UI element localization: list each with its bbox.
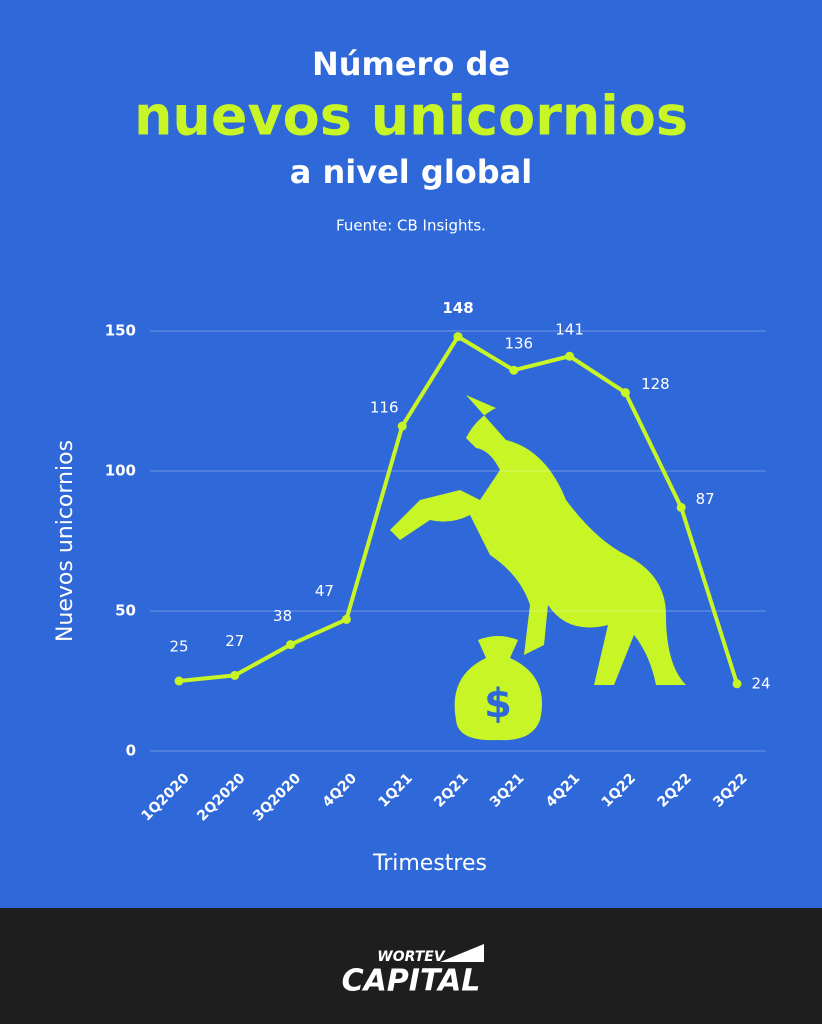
- point: [397, 421, 407, 431]
- point: [341, 614, 351, 624]
- point: [286, 640, 296, 650]
- point: [676, 502, 686, 512]
- brand-mark: [440, 944, 484, 962]
- point: [620, 388, 630, 398]
- x-axis-label: Trimestres: [372, 851, 487, 876]
- brand-bottom: CAPITAL: [342, 964, 481, 999]
- chart-title: Número de: [312, 45, 510, 83]
- y-tick-label: 100: [105, 462, 136, 480]
- y-tick-label: 150: [105, 322, 136, 340]
- point: [453, 332, 463, 342]
- value-label: 136: [504, 335, 533, 353]
- value-label: 87: [696, 490, 715, 508]
- chart-title-highlight: nuevos unicornios: [134, 85, 688, 148]
- brand-top: WORTEV: [377, 949, 446, 965]
- background: [0, 0, 822, 908]
- value-label: 148: [442, 299, 473, 317]
- value-label: 141: [555, 321, 584, 339]
- y-tick-label: 0: [126, 742, 136, 760]
- money-bag: [454, 636, 542, 741]
- value-label: 25: [169, 638, 188, 656]
- point: [230, 670, 240, 680]
- y-tick-label: 50: [115, 602, 136, 620]
- value-label: 27: [225, 632, 244, 650]
- point: [509, 365, 519, 375]
- value-label: 116: [370, 399, 399, 417]
- chart-title-end: a nivel global: [290, 153, 532, 191]
- value-label: 128: [641, 375, 670, 393]
- unicorn: [390, 395, 686, 685]
- footer-background: [0, 908, 822, 1024]
- subtitle: Fuente: CB Insights.: [336, 217, 486, 235]
- point: [732, 679, 742, 689]
- value-label: 38: [273, 607, 292, 625]
- y-axis-label: Nuevos unicornios: [53, 440, 78, 642]
- point: [565, 351, 575, 361]
- point: [174, 676, 184, 686]
- bag-symbol: $: [484, 681, 512, 727]
- decoration: [390, 395, 686, 741]
- value-label: 47: [315, 582, 334, 600]
- value-label: 24: [751, 674, 770, 692]
